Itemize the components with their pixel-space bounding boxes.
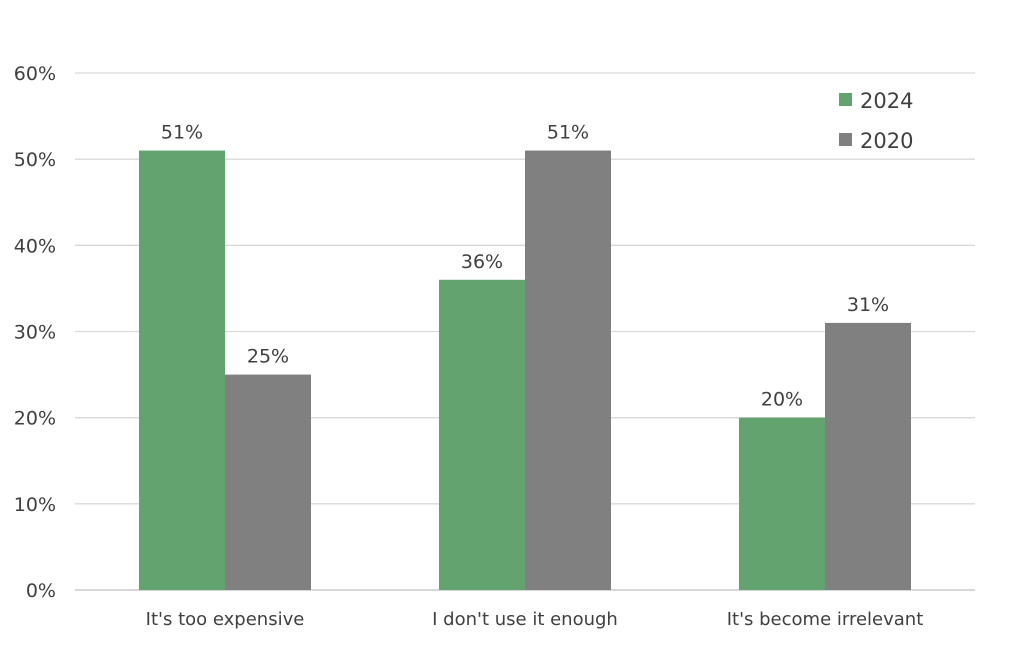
y-tick-label: 10% bbox=[14, 494, 56, 516]
y-tick-label: 60% bbox=[14, 63, 56, 85]
bar-2020 bbox=[825, 322, 911, 590]
data-label: 36% bbox=[461, 251, 503, 273]
x-tick-label: It's become irrelevant bbox=[727, 609, 924, 630]
bar-2024 bbox=[739, 417, 825, 590]
legend-label: 2020 bbox=[860, 129, 913, 153]
data-label: 31% bbox=[847, 294, 889, 316]
legend-swatch-2024 bbox=[839, 93, 852, 106]
x-tick-label: It's too expensive bbox=[146, 609, 305, 630]
data-label: 51% bbox=[547, 122, 589, 144]
bar-2024 bbox=[139, 150, 225, 591]
y-tick-label: 30% bbox=[14, 322, 56, 344]
bar-2024 bbox=[439, 279, 525, 590]
data-label: 25% bbox=[247, 346, 289, 368]
y-tick-label: 20% bbox=[14, 408, 56, 430]
legend-label: 2024 bbox=[860, 89, 913, 113]
data-label: 51% bbox=[161, 122, 203, 144]
x-tick-label: I don't use it enough bbox=[432, 609, 618, 630]
legend-swatch-2020 bbox=[839, 133, 852, 146]
bar-2020 bbox=[225, 374, 311, 590]
y-tick-label: 0% bbox=[26, 580, 56, 602]
y-tick-label: 40% bbox=[14, 235, 56, 257]
data-label: 20% bbox=[761, 389, 803, 411]
y-tick-label: 50% bbox=[14, 149, 56, 171]
bar-2020 bbox=[525, 150, 611, 591]
